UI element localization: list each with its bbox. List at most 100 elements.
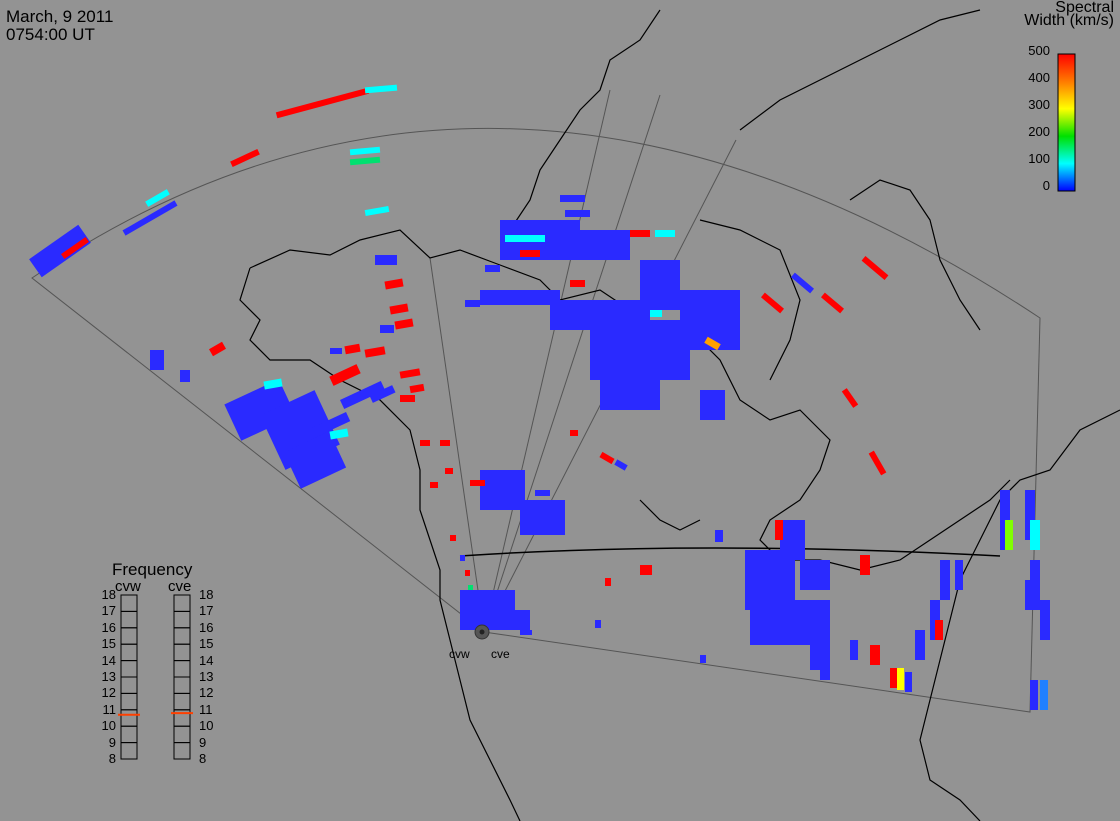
scatter-cell [145,189,170,207]
colorbar-tick: 0 [1042,178,1050,193]
scatter-cell [420,440,430,446]
scatter-cell [1025,580,1033,610]
frequency-level: 13 [101,669,116,684]
scatter-cell [349,146,381,156]
scatter-cell [1025,490,1035,540]
radar-label-cvw: cvw [449,647,470,661]
scatter-cell [905,672,912,692]
time-label: 0754:00 UT [6,25,95,44]
frequency-radar-cve: cve [168,578,192,595]
scatter-cell [614,459,628,471]
scatter-cell [560,230,630,260]
scatter-cell [122,200,178,236]
colorbar-tick: 200 [1028,124,1050,139]
scatter-cell [1005,520,1013,550]
scatter-cell [275,87,370,119]
colorbar-tick: 100 [1028,151,1050,166]
frequency-box [173,610,191,629]
frequency-box [120,692,138,711]
scatter-cell [399,368,421,379]
frequency-box [120,594,138,612]
frequency-level: 18 [101,587,116,602]
scatter-cell [700,655,706,663]
scatter-cell [468,585,473,590]
frequency-box [173,725,191,744]
scatter-cell [263,378,283,390]
scatter-cell [329,364,361,386]
scatter-cell [29,224,91,278]
scatter-cell [868,450,887,476]
frequency-level: 18 [199,587,214,602]
frequency-box [173,594,191,612]
scatter-cell [820,292,845,314]
scatter-cell [640,260,680,310]
scatter-cell [505,235,545,242]
scatter-cell [349,156,381,166]
frequency-box [173,660,191,678]
scatter-cell [470,480,485,486]
frequency-level: 8 [199,751,207,766]
radar-label-cve: cve [491,647,510,661]
scatter-cell [600,370,660,410]
frequency-box [120,660,138,678]
scatter-cell [595,620,601,628]
scatter-cell [897,668,904,690]
scatter-cell [430,482,438,488]
scatter-cell [915,630,925,660]
scatter-cell [60,236,90,260]
frequency-level: 10 [199,718,214,734]
scatter-cell [230,148,260,168]
scatter-cell [841,388,859,408]
colorbar [1057,53,1076,192]
scatter-cell [1040,680,1048,710]
frequency-level: 16 [101,619,116,635]
scatter-cell [409,383,425,394]
frequency-box [173,742,191,760]
scatter-cell [329,428,349,440]
frequency-box [173,627,191,645]
scatter-cell [460,555,465,561]
colorbar-tick: 300 [1028,97,1050,112]
scatter-cell [775,520,783,540]
frequency-box [120,643,138,662]
scatter-cell [655,230,675,237]
frequency-box [120,709,138,727]
scatter-cell [790,272,815,294]
colorbar-title-1: Spectral [1055,0,1114,16]
frequency-level: 15 [199,636,214,652]
scatter-cell [364,205,390,217]
scatter-cell [480,290,560,305]
scatter-cell [861,256,889,280]
scatter-cell [870,645,880,665]
frequency-box [120,725,138,744]
latitude-line [459,547,1001,557]
frequency-level: 12 [199,685,214,701]
frequency-level: 17 [199,603,214,619]
scatter-cell [330,348,342,354]
frequency-level: 11 [199,701,213,717]
scatter-cell [860,555,870,575]
frequency-level: 9 [199,734,207,750]
scatter-cell [384,278,404,290]
scatter-cell [224,379,296,441]
scatter-cell [570,280,585,287]
frequency-level: 11 [102,701,117,717]
scatter-cell [560,195,585,202]
scatter-cell [704,336,721,351]
scatter-cell [445,468,453,474]
scatter-cell [309,412,351,438]
scatter-cell [650,310,662,317]
frequency-box [173,643,191,662]
scatter-cell [400,395,415,402]
scatter-cell [955,560,963,590]
radar-scatter [29,84,1050,710]
frequency-level: 12 [101,685,116,701]
scatter-cell [640,565,652,575]
frequency-level: 9 [108,734,116,750]
scatter-cell [940,560,950,600]
scatter-cell [465,570,470,576]
scatter-cell [760,292,785,314]
frequency-level: 14 [101,652,116,668]
scatter-cell [480,470,525,510]
frequency-box [120,742,138,760]
